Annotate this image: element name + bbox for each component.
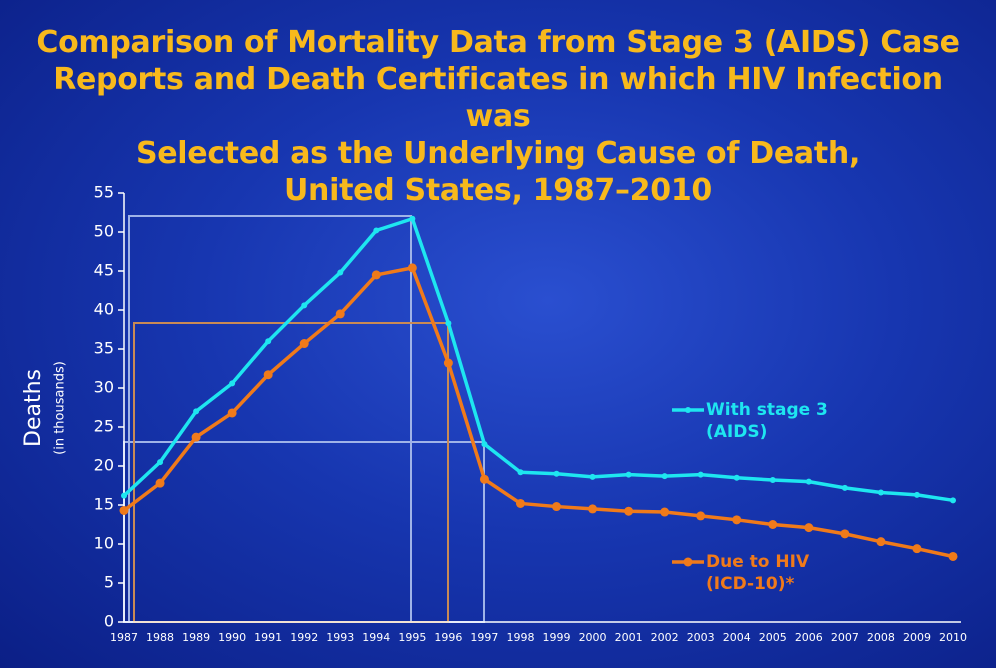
data-point: [517, 469, 524, 476]
y-tick-label: 5: [104, 573, 114, 592]
data-point: [840, 529, 850, 539]
x-tick-label: 1990: [218, 631, 246, 644]
data-point: [768, 520, 778, 529]
series-line: [122, 216, 954, 503]
data-point: [625, 471, 632, 478]
y-tick-label: 35: [94, 339, 114, 358]
y-tick-label: 30: [94, 378, 114, 397]
y-axis-sublabel: (in thousands): [53, 361, 68, 455]
data-point: [913, 491, 920, 498]
x-tick-label: 2002: [651, 631, 679, 644]
x-tick-label: 2005: [759, 631, 787, 644]
y-tick-label: 25: [94, 417, 114, 436]
highlight-box: [133, 322, 449, 623]
data-point: [841, 484, 848, 491]
data-point: [479, 474, 489, 484]
x-tick-label: 1991: [254, 631, 282, 644]
series-line: [122, 266, 954, 559]
data-point: [155, 478, 165, 488]
data-point: [265, 338, 272, 345]
data-point: [552, 502, 562, 512]
data-point: [732, 515, 742, 525]
data-point: [912, 544, 922, 554]
y-tick-label: 55: [94, 183, 114, 202]
data-point: [337, 269, 344, 276]
highlight-box: [128, 215, 412, 623]
data-point: [335, 309, 345, 319]
x-tick-label: 2003: [687, 631, 715, 644]
x-tick-label: 2001: [615, 631, 643, 644]
data-point: [227, 408, 237, 418]
x-tick-label: 1989: [182, 631, 210, 644]
data-point: [515, 498, 525, 508]
data-point: [407, 263, 417, 273]
data-point: [805, 478, 812, 485]
x-tick-label: 2006: [795, 631, 823, 644]
y-tick-label: 20: [94, 456, 114, 475]
data-point: [301, 302, 308, 309]
data-point: [769, 477, 776, 484]
data-point: [445, 320, 452, 327]
data-point: [877, 489, 884, 496]
data-point: [263, 370, 273, 380]
legend-entry: Due to HIV (ICD-10)*: [706, 552, 810, 594]
data-point: [696, 511, 706, 521]
data-point: [371, 270, 381, 280]
x-tick-label: 2008: [867, 631, 895, 644]
data-point: [804, 523, 814, 533]
y-tick-label: 45: [94, 261, 114, 280]
highlight-box: [123, 441, 485, 623]
data-point: [661, 473, 668, 480]
y-tick-label: 40: [94, 300, 114, 319]
data-point: [121, 492, 127, 499]
legend-marker: [685, 407, 691, 413]
chart-title: Comparison of Mortality Data from Stage …: [36, 25, 960, 208]
x-tick-label: 2009: [903, 631, 931, 644]
x-tick-label: 2000: [579, 631, 607, 644]
x-tick-label: 1993: [326, 631, 354, 644]
data-point: [191, 432, 201, 442]
x-tick-label: 2007: [831, 631, 859, 644]
x-tick-label: 1997: [470, 631, 498, 644]
data-point: [443, 358, 453, 368]
y-tick-label: 50: [94, 222, 114, 241]
data-point: [157, 459, 164, 466]
x-tick-label: 1988: [146, 631, 174, 644]
data-point: [950, 497, 956, 504]
data-point: [624, 506, 634, 516]
data-point: [660, 507, 670, 517]
x-tick-label: 1994: [362, 631, 390, 644]
x-tick-label: 1999: [543, 631, 571, 644]
data-point: [299, 339, 309, 349]
x-tick-label: 1995: [398, 631, 426, 644]
data-point: [589, 473, 596, 480]
x-tick-label: 2010: [939, 631, 967, 644]
data-point: [697, 471, 704, 478]
data-point: [876, 537, 886, 547]
data-point: [229, 380, 236, 387]
data-point: [409, 215, 416, 222]
data-point: [733, 474, 740, 481]
x-tick-label: 1992: [290, 631, 318, 644]
data-point: [481, 441, 488, 448]
y-tick-label: 0: [104, 612, 114, 631]
data-point: [948, 551, 958, 561]
legend-marker: [683, 557, 693, 567]
data-point: [553, 470, 560, 477]
data-point: [119, 505, 129, 515]
x-tick-label: 1987: [110, 631, 138, 644]
x-tick-label: 2004: [723, 631, 751, 644]
data-point: [193, 408, 200, 415]
legend-entry: With stage 3 (AIDS): [706, 400, 828, 442]
x-tick-label: 1996: [434, 631, 462, 644]
y-axis-label: Deaths: [21, 369, 46, 447]
x-tick-label: 1998: [506, 631, 534, 644]
y-tick-label: 10: [94, 534, 114, 553]
data-point: [373, 227, 380, 234]
data-point: [588, 504, 598, 514]
y-tick-label: 15: [94, 495, 114, 514]
